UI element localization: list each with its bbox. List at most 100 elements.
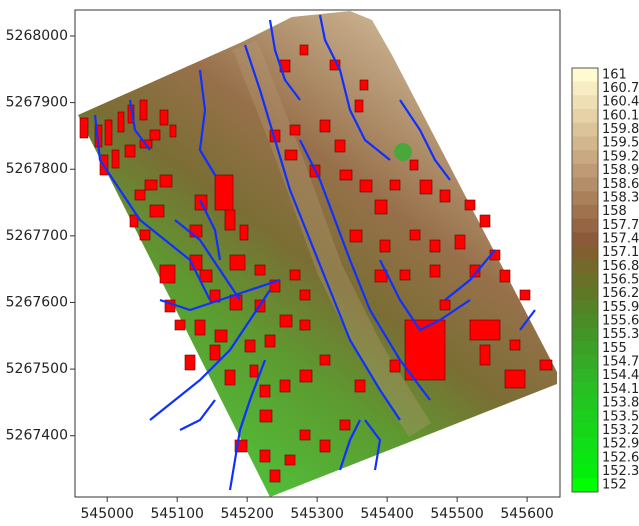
colorbar-swatch [572,478,598,493]
colorbar-label: 152.6 [602,450,639,465]
colorbar-label: 154.1 [602,382,639,397]
colorbar-label: 160.4 [602,95,639,110]
building [229,254,246,271]
building [339,169,353,181]
building [454,234,466,250]
building [379,239,391,253]
colorbar-swatch [572,423,598,438]
colorbar-swatch [572,136,598,151]
building [539,359,553,371]
colorbar-label: 153.5 [602,409,639,424]
colorbar-swatch [572,122,598,137]
x-tick-label: 545200 [220,506,273,522]
colorbar-label: 155.9 [602,300,639,315]
y-tick-label: 5267500 [6,361,68,377]
building [229,294,243,311]
colorbar-swatch [572,409,598,424]
building [354,379,366,393]
stream [318,14,391,161]
building [404,319,446,381]
building [269,279,281,293]
building [439,299,451,311]
building [409,159,419,171]
pond [394,143,412,161]
x-tick-label: 545300 [290,506,343,522]
building [149,204,165,218]
building [199,269,213,283]
building [354,99,364,113]
building [279,379,291,393]
building [239,224,249,241]
stream [444,249,496,301]
building [389,179,401,191]
building [174,319,186,331]
stream [519,309,536,331]
building [299,369,313,383]
colorbar-label: 155.3 [602,327,639,342]
building [224,209,236,231]
building [479,214,491,228]
y-tick-label: 5267800 [6,161,68,177]
stream [198,69,216,176]
building [419,179,433,195]
stream [128,99,151,151]
colorbar-label: 156.5 [602,273,639,288]
building [519,289,531,301]
y-tick-label: 5267900 [6,95,68,111]
building [464,199,476,211]
building [194,319,206,336]
building [169,124,177,138]
colorbar-label: 154.7 [602,355,639,370]
road [232,40,432,437]
colorbar-label: 158.6 [602,177,639,192]
x-tick-label: 545000 [80,506,133,522]
colorbar-label: 157.4 [602,231,639,246]
stream [338,419,361,471]
building [319,439,331,453]
colorbar-swatch [572,327,598,342]
colorbar-label: 157.1 [602,245,639,260]
colorbar-swatch [572,273,598,288]
y-tick-label: 5267700 [6,228,68,244]
building [104,119,113,146]
colorbar-label: 157.7 [602,218,639,233]
building [159,264,176,284]
colorbar-label: 153.2 [602,423,639,438]
building [139,229,151,241]
building [134,189,146,201]
building [299,319,311,331]
stream [399,99,451,181]
building [429,239,441,253]
building [214,329,228,343]
building [79,117,89,139]
x-tick-label: 545400 [360,506,413,522]
building [249,364,259,378]
colorbar-swatch [572,396,598,411]
colorbar-label: 158.9 [602,163,639,178]
colorbar-swatch [572,450,598,465]
colorbar-swatch [572,464,598,479]
stream [243,44,401,421]
building [224,369,236,386]
stream [379,259,471,332]
building [359,179,373,193]
colorbar-swatch [572,81,598,96]
colorbar-swatch [572,177,598,192]
colorbar-label: 152.3 [602,464,639,479]
colorbar-swatch [572,341,598,356]
colorbar-label: 159.8 [602,122,639,137]
building [299,429,311,441]
building [264,334,276,348]
building [359,79,369,91]
colorbar-swatch [572,368,598,383]
colorbar-swatch [572,191,598,206]
building [149,129,161,141]
stream [228,359,267,491]
map-area [78,11,557,497]
stream [179,399,216,431]
colorbar-label: 159.5 [602,136,639,151]
y-tick-label: 5267400 [6,428,68,444]
colorbar-swatch [572,245,598,260]
colorbar-label: 155.6 [602,314,639,329]
building [289,269,301,281]
